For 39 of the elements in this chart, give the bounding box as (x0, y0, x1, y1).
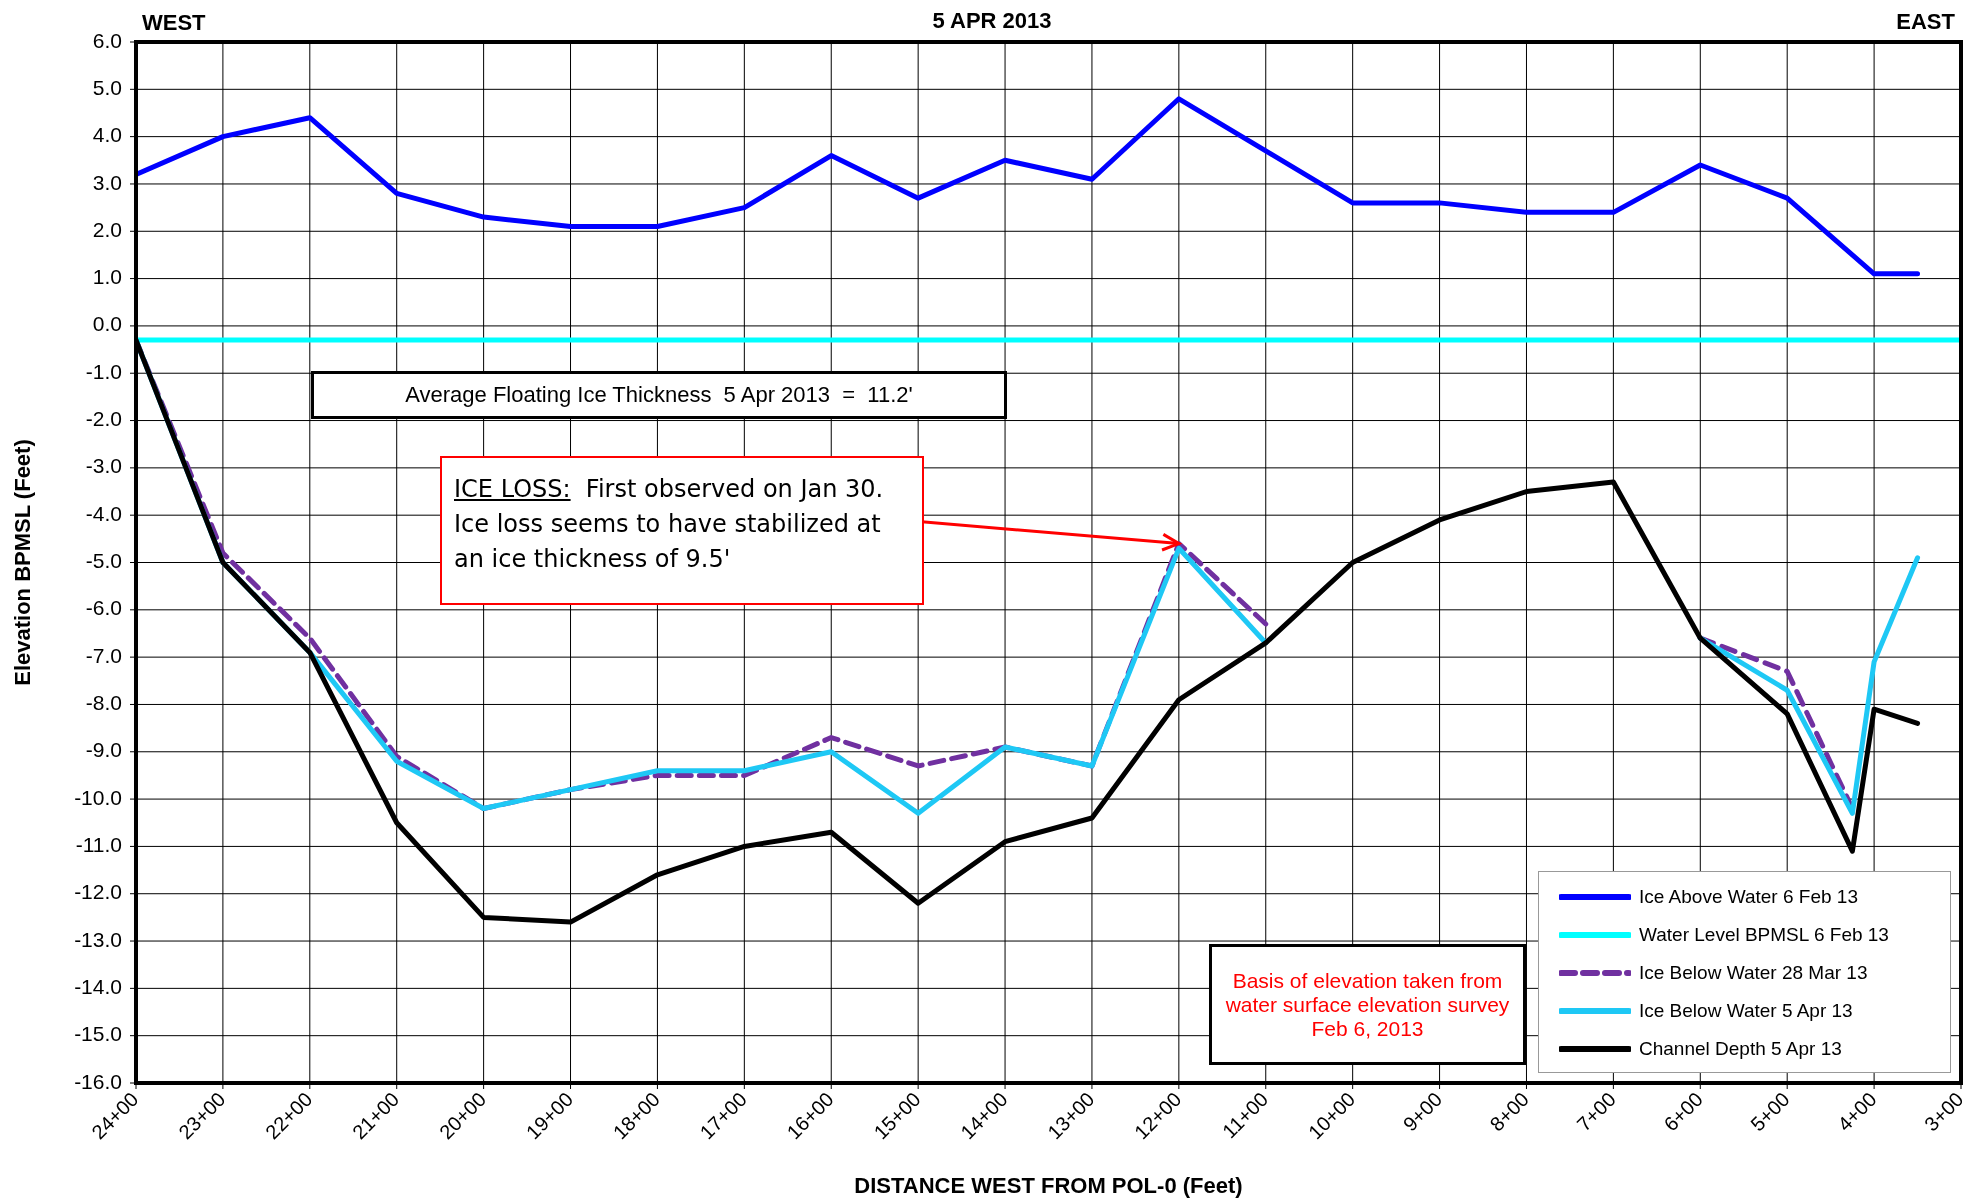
annotation: Basis of elevation taken from water surface elevation survey Feb 6, 2013 (1224, 968, 1511, 1041)
annotation: ICE LOSS: First observed on Jan 30. Ice loss seems to have stabilized at an ice thickness of 9.5' (454, 475, 885, 573)
y-tick-label: -9.0 (85, 738, 122, 762)
legend-label: Water Level BPMSL 6 Feb 13 (1639, 924, 1889, 946)
y-tick-label: 5.0 (92, 75, 122, 99)
y-tick-label: -12.0 (74, 880, 122, 904)
y-tick-label: -4.0 (85, 501, 122, 525)
text: EAST (1896, 9, 1955, 34)
y-tick-label: 0.0 (92, 312, 122, 336)
y-tick-label: -5.0 (85, 549, 122, 573)
y-tick-label: 3.0 (92, 170, 122, 194)
y-tick-label: -2.0 (85, 407, 122, 431)
y-tick-label: -11.0 (75, 832, 122, 856)
note-box: Average Floating Ice Thickness 5 Apr 2013 = 11.2' (311, 371, 1007, 419)
y-tick-label: 4.0 (92, 123, 122, 147)
legend-label: Channel Depth 5 Apr 13 (1639, 1038, 1842, 1060)
y-tick-label: -13.0 (74, 927, 122, 951)
y-tick-label: -14.0 (74, 974, 122, 998)
legend-label: Ice Below Water 5 Apr 13 (1639, 1000, 1853, 1022)
legend-label: Ice Above Water 6 Feb 13 (1639, 886, 1858, 908)
annotation: Average Floating Ice Thickness 5 Apr 2013 = 11.2' (405, 382, 913, 408)
y-tick-label: -6.0 (85, 596, 122, 620)
note-box: ICE LOSS: First observed on Jan 30. Ice loss seems to have stabilized at an ice thickness of 9.5' (440, 456, 924, 605)
chart-title: 5 APR 2013 (932, 8, 1052, 33)
y-tick-label: -1.0 (85, 359, 122, 383)
legend-label: Ice Below Water 28 Mar 13 (1639, 962, 1868, 984)
note-box: Basis of elevation taken from water surface elevation survey Feb 6, 2013 (1209, 944, 1526, 1065)
y-tick-label: -15.0 (74, 1022, 122, 1046)
y-tick-label: -8.0 (85, 691, 122, 714)
y-axis-title: Elevation BPMSL (Feet) (9, 439, 35, 686)
y-tick-label: -3.0 (85, 454, 122, 478)
y-tick-label: -16.0 (74, 1069, 122, 1093)
y-tick-label: -10.0 (74, 785, 122, 809)
y-tick-label: 2.0 (92, 217, 122, 241)
y-tick-label: 1.0 (92, 265, 122, 289)
y-tick-label: -7.0 (85, 643, 122, 667)
x-axis-title: DISTANCE WEST FROM POL-0 (Feet) (854, 1173, 1243, 1198)
text: WEST (142, 10, 206, 35)
y-tick-label: 6.0 (92, 28, 122, 52)
